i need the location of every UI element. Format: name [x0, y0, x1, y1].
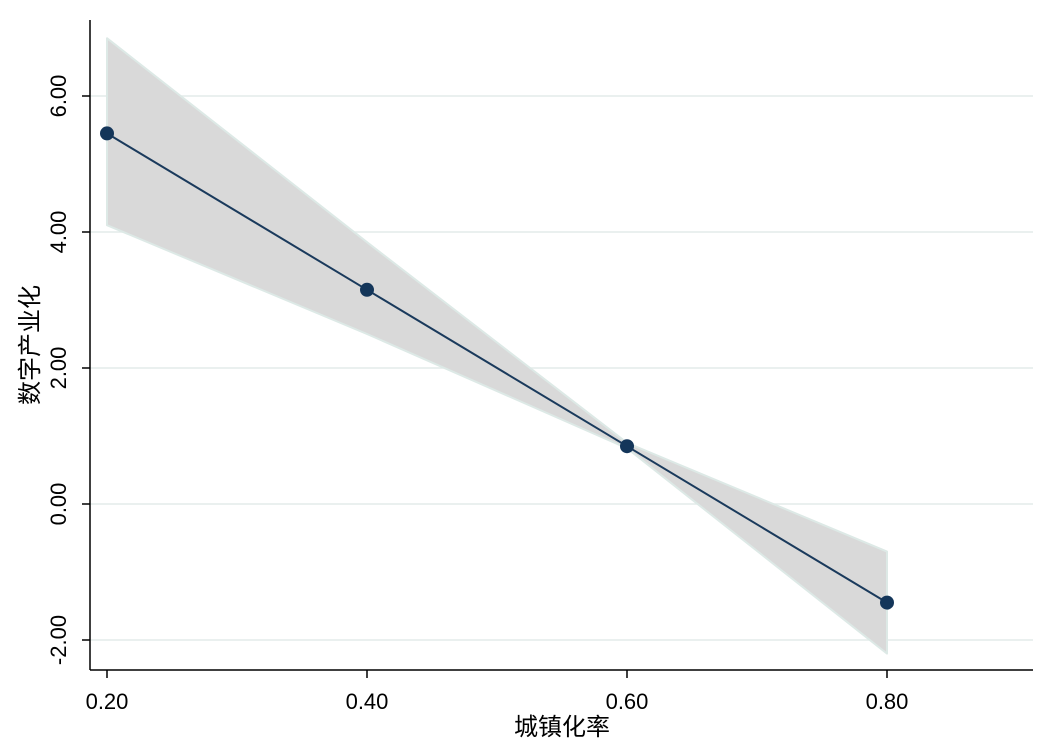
- y-tick-label: 2.00: [46, 347, 71, 390]
- data-markers: [100, 126, 894, 610]
- x-tick-label: 0.40: [346, 689, 389, 714]
- y-tick-label: -2.00: [46, 615, 71, 665]
- x-tick-label: 0.80: [866, 689, 909, 714]
- tick-marks: -2.00 0.00 2.00 4.00 6.00 0.20 0.40 0.60 0.80: [46, 75, 908, 714]
- data-point: [620, 439, 634, 454]
- data-point: [100, 126, 114, 141]
- x-axis-title: 城镇化率: [514, 713, 610, 740]
- confidence-band: [106, 37, 888, 655]
- data-point: [880, 595, 894, 610]
- data-point: [360, 282, 374, 297]
- fit-line-series: [106, 132, 888, 604]
- axes: [89, 20, 1033, 671]
- confidence-band-area: [106, 37, 888, 655]
- y-tick-label: 0.00: [46, 483, 71, 526]
- y-axis-title: 数字产业化: [16, 285, 44, 405]
- x-tick-label: 0.60: [606, 689, 649, 714]
- fit-line: [106, 132, 888, 604]
- x-tick-label: 0.20: [86, 689, 129, 714]
- y-tick-label: 6.00: [46, 75, 71, 118]
- y-tick-label: 4.00: [46, 211, 71, 254]
